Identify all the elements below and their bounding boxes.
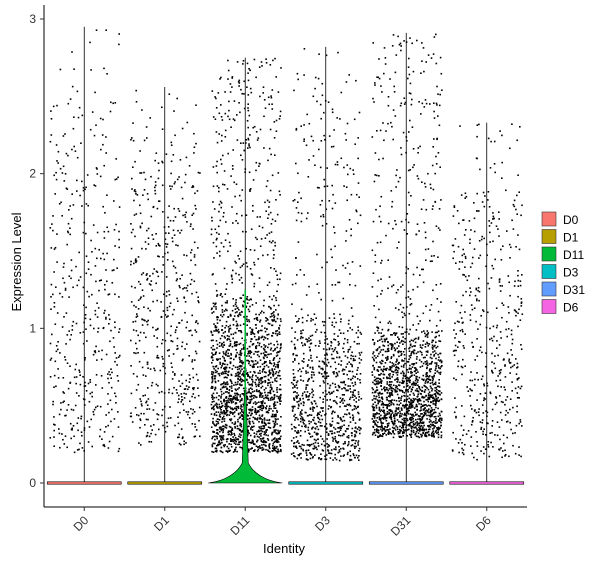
legend-swatch: [541, 264, 557, 279]
legend-label: D6: [563, 301, 579, 315]
points-D0: [49, 29, 121, 454]
x-axis-ticks: D0 D1 D11 D3 D31 D6: [71, 507, 494, 539]
legend-item-D6: D6: [541, 299, 579, 315]
points-D31: [371, 33, 443, 439]
violin-D6: [449, 122, 525, 485]
violin-body-D0: [46, 481, 122, 485]
points-D3: [290, 48, 363, 462]
legend-label: D0: [563, 213, 579, 227]
legend-item-D0: D0: [541, 211, 579, 227]
x-tick-label: D31: [388, 513, 414, 539]
x-tick-label: D0: [71, 513, 92, 534]
legend: D0 D1 D11 D3 D31 D6: [541, 211, 585, 315]
violin-body-D6: [449, 481, 525, 485]
x-tick-label: D1: [151, 513, 172, 534]
y-tick-label: 1: [29, 321, 36, 335]
violin-body-D31: [368, 481, 444, 485]
legend-swatch: [541, 211, 557, 227]
legend-label: D31: [563, 283, 585, 297]
legend-item-D31: D31: [541, 281, 585, 297]
violins: [46, 26, 525, 485]
violin-D31: [368, 32, 444, 485]
legend-item-D1: D1: [541, 229, 579, 245]
x-tick-label: D6: [473, 513, 494, 534]
jitter-points: [49, 29, 524, 462]
legend-label: D3: [563, 266, 579, 280]
y-axis-title: Expression Level: [9, 212, 24, 311]
y-axis-ticks: 0 1 2 3: [29, 12, 44, 490]
legend-item-D11: D11: [541, 246, 584, 262]
y-tick-label: 3: [29, 12, 36, 26]
axes: [43, 5, 527, 508]
violin-D1: [127, 87, 203, 485]
points-D11: [210, 57, 282, 454]
legend-swatch: [541, 299, 557, 314]
legend-label: D11: [563, 248, 584, 262]
violin-D3: [288, 46, 364, 485]
points-D6: [451, 123, 524, 461]
x-axis-title: Identity: [263, 541, 305, 556]
violin-body-D3: [288, 481, 364, 485]
y-tick-label: 2: [29, 167, 36, 181]
violin-D11: [208, 57, 283, 484]
legend-swatch: [541, 229, 557, 244]
violin-D0: [46, 26, 122, 485]
legend-swatch: [541, 281, 557, 297]
x-tick-label: D3: [312, 513, 333, 534]
legend-item-D3: D3: [541, 264, 579, 280]
points-D1: [129, 89, 201, 446]
legend-label: D1: [563, 231, 579, 245]
violin-body-D1: [127, 481, 203, 485]
legend-swatch: [541, 246, 557, 262]
x-tick-label: D11: [228, 513, 253, 538]
y-tick-label: 0: [29, 476, 36, 490]
